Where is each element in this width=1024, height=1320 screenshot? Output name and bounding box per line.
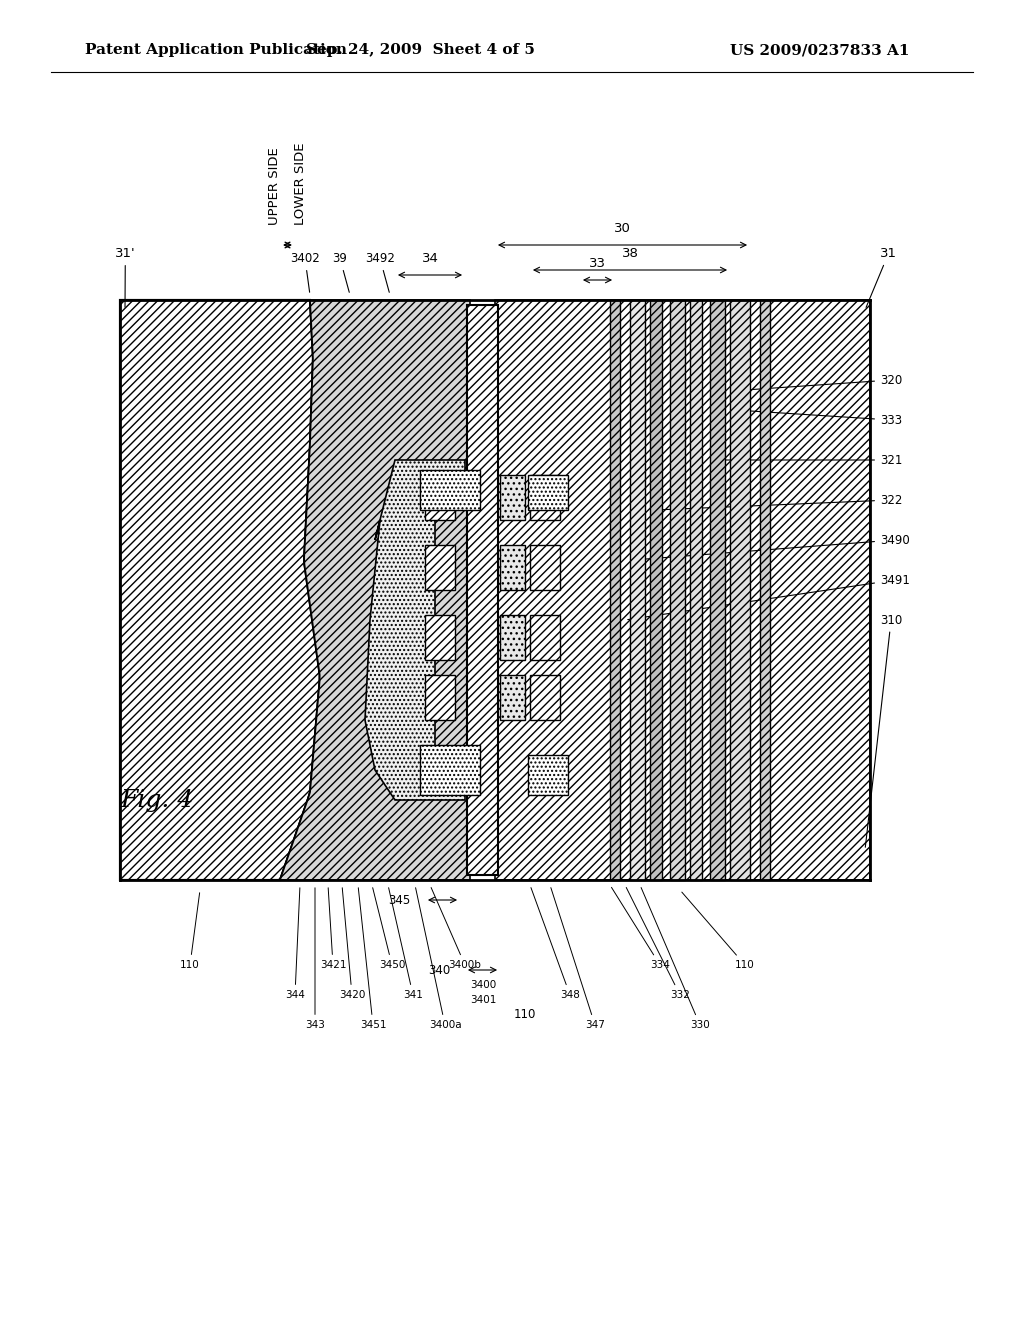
Text: 322: 322	[657, 494, 902, 510]
Bar	[710, 300, 725, 880]
Bar	[528, 755, 568, 795]
Bar	[530, 615, 560, 660]
Bar	[500, 545, 525, 590]
Text: 38: 38	[622, 247, 638, 260]
Bar	[670, 300, 685, 880]
Text: Fig. 4: Fig. 4	[120, 788, 194, 812]
Bar	[425, 475, 455, 520]
Text: 334: 334	[611, 887, 670, 970]
Text: 330: 330	[641, 887, 710, 1030]
Polygon shape	[495, 300, 870, 880]
Polygon shape	[365, 459, 465, 800]
Text: Sep. 24, 2009  Sheet 4 of 5: Sep. 24, 2009 Sheet 4 of 5	[305, 44, 535, 57]
Bar	[650, 300, 662, 880]
Text: 332: 332	[627, 887, 690, 1001]
Bar	[630, 300, 645, 880]
Text: 340: 340	[428, 964, 450, 977]
Text: 33: 33	[589, 257, 606, 271]
Text: 3402: 3402	[290, 252, 319, 292]
Text: 34: 34	[422, 252, 438, 265]
Text: 3400b: 3400b	[431, 887, 481, 970]
Text: 345: 345	[388, 894, 410, 907]
Text: 110: 110	[682, 892, 755, 970]
Text: 31': 31'	[115, 247, 135, 308]
Text: 341: 341	[389, 888, 423, 1001]
Bar	[528, 475, 568, 510]
Polygon shape	[280, 300, 470, 880]
Text: 3421: 3421	[319, 888, 346, 970]
Bar	[500, 475, 525, 520]
Bar	[500, 675, 525, 719]
Text: 31: 31	[866, 247, 897, 308]
Bar	[760, 300, 770, 880]
Bar	[467, 305, 498, 875]
Polygon shape	[120, 300, 319, 880]
Text: 3492: 3492	[366, 252, 395, 292]
Text: 321: 321	[713, 454, 902, 466]
Text: 110: 110	[180, 892, 200, 970]
Text: 3450: 3450	[373, 887, 406, 970]
Text: 3420: 3420	[339, 888, 366, 1001]
Text: 348: 348	[531, 887, 580, 1001]
Text: UPPER SIDE: UPPER SIDE	[268, 148, 282, 224]
Bar	[610, 300, 620, 880]
Bar	[690, 300, 702, 880]
Bar	[530, 545, 560, 590]
Text: 3400: 3400	[470, 979, 497, 990]
Text: 310: 310	[865, 614, 902, 847]
Text: 333: 333	[737, 411, 902, 426]
Text: Patent Application Publication: Patent Application Publication	[85, 44, 347, 57]
Text: LOWER SIDE: LOWER SIDE	[294, 143, 306, 224]
Text: 320: 320	[748, 374, 902, 389]
Text: 30: 30	[614, 222, 631, 235]
Text: 3491: 3491	[628, 573, 910, 619]
Bar	[425, 675, 455, 719]
Bar	[420, 470, 480, 510]
Bar	[500, 615, 525, 660]
Text: 110: 110	[514, 1008, 537, 1022]
Text: US 2009/0237833 A1: US 2009/0237833 A1	[730, 44, 909, 57]
Bar	[530, 475, 560, 520]
Bar	[425, 545, 455, 590]
Text: 3401: 3401	[470, 995, 497, 1005]
Bar	[420, 744, 480, 795]
Text: 347: 347	[551, 887, 605, 1030]
Text: 344: 344	[285, 888, 305, 1001]
Text: 3451: 3451	[358, 888, 386, 1030]
Text: 3490: 3490	[636, 533, 909, 560]
Bar	[530, 675, 560, 719]
Text: 343: 343	[305, 888, 325, 1030]
Bar	[425, 615, 455, 660]
Text: 3400a: 3400a	[416, 888, 462, 1030]
Text: 39: 39	[333, 252, 349, 292]
Bar	[730, 300, 750, 880]
